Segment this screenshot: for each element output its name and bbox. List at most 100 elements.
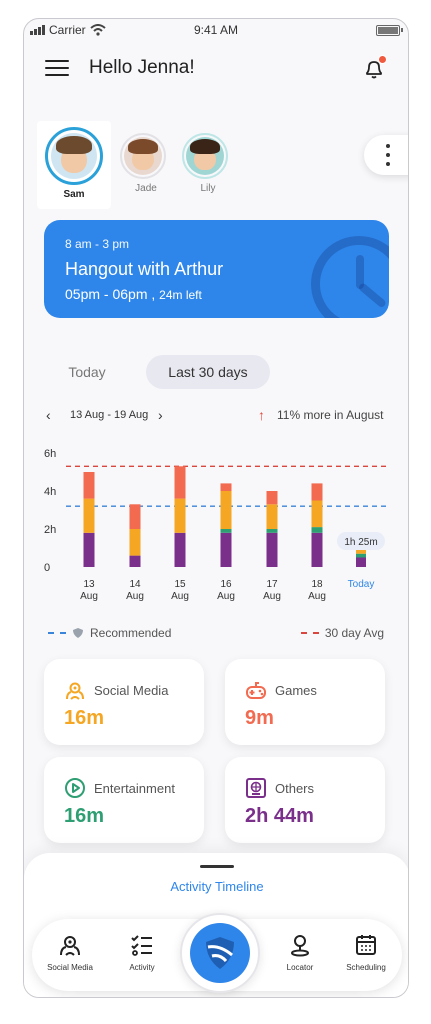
category-value: 9m <box>245 707 274 729</box>
chart-bar-segment <box>174 498 186 533</box>
category-label: Others <box>275 781 315 796</box>
signal-icon <box>30 25 45 35</box>
others-globe-icon <box>246 778 266 798</box>
x-tick-label: 14 <box>129 579 141 590</box>
chart-bar-segment <box>356 548 366 554</box>
chart-bar-segment <box>220 491 232 529</box>
chart-bar-segment <box>220 532 232 567</box>
x-tick-label: Aug <box>263 591 281 602</box>
y-tick-label: 2h <box>44 524 56 536</box>
chart-bar-segment <box>129 555 141 567</box>
chart-bar-segment <box>174 532 186 567</box>
avatar <box>182 133 228 179</box>
chevron-left-icon[interactable]: ‹ <box>46 407 51 423</box>
notification-badge <box>378 55 387 64</box>
x-tick-label: 18 <box>311 579 323 590</box>
chart-bar-segment <box>356 557 366 567</box>
x-tick-label: Aug <box>308 591 326 602</box>
chart-bar-segment <box>220 483 232 491</box>
today-callout-label: 1h 25m <box>344 537 377 548</box>
x-tick-label: 13 <box>83 579 95 590</box>
status-time: 9:41 AM <box>193 23 239 37</box>
checklist-icon <box>131 935 152 956</box>
location-pin-icon <box>291 935 309 957</box>
tab-last-30-days[interactable]: Last 30 days <box>146 355 270 389</box>
x-tick-label: 17 <box>266 579 278 590</box>
chart-bar-segment <box>266 532 278 567</box>
chart-bar-segment <box>83 532 95 567</box>
nav-label: Locator <box>286 963 314 972</box>
bell-icon <box>366 61 382 79</box>
event-time: 8 am - 3 pm <box>65 237 130 251</box>
clock-icon <box>311 236 389 318</box>
chart-bar-segment <box>266 504 278 529</box>
category-label: Social Media <box>94 683 169 698</box>
status-bar: Carrier 9:41 AM <box>24 19 408 43</box>
x-tick-label: 16 <box>220 579 232 590</box>
more-options-button[interactable] <box>364 135 408 175</box>
avg-line-swatch <box>300 632 319 634</box>
legend-avg: 30 day Avg <box>300 626 384 640</box>
chevron-right-icon[interactable]: › <box>158 407 163 423</box>
tab-today[interactable]: Today <box>68 364 106 380</box>
battery-icon <box>376 25 403 36</box>
category-value: 16m <box>64 707 105 729</box>
category-card-social-media[interactable]: Social Media 16m <box>44 659 204 745</box>
date-range-row: ‹ 13 Aug - 19 Aug › ↑ 11% more in August <box>24 407 408 427</box>
notification-bell-icon[interactable] <box>362 55 387 81</box>
y-tick-label: 6h <box>44 448 56 460</box>
bottom-navigation: Social Media Activity <box>32 913 402 993</box>
status-left: Carrier <box>30 23 106 37</box>
chart-bar-segment <box>266 491 278 505</box>
today-callout <box>337 532 385 550</box>
chart-bar-segment <box>266 529 278 533</box>
legend-recommended-label: Recommended <box>90 626 172 640</box>
profile-lily[interactable]: Lily <box>182 133 234 194</box>
profile-name: Lily <box>200 183 216 194</box>
shield-logo-icon <box>190 923 250 983</box>
nav-locator[interactable]: Locator <box>268 933 332 972</box>
profile-jade[interactable]: Jade <box>120 133 172 194</box>
chart-bar-segment <box>220 529 232 533</box>
nav-home-shield-button[interactable] <box>180 913 260 993</box>
category-label: Entertainment <box>94 781 175 796</box>
nav-label: Social Media <box>47 963 93 972</box>
category-card-games[interactable]: Games 9m <box>225 659 385 745</box>
nav-scheduling[interactable]: Scheduling <box>334 933 398 972</box>
chart-bar-segment <box>129 504 141 529</box>
activity-timeline-link[interactable]: Activity Timeline <box>170 879 264 894</box>
legend-recommended: Recommended <box>48 626 171 640</box>
social-media-icon <box>66 682 84 700</box>
date-range-label: 13 Aug - 19 Aug <box>70 409 149 421</box>
gamepad-icon <box>246 682 266 699</box>
chart-bar-segment <box>311 532 323 567</box>
nav-social-media[interactable]: Social Media <box>38 933 102 972</box>
event-title: Hangout with Arthur <box>65 259 224 279</box>
social-media-icon <box>60 936 80 956</box>
sheet-drag-handle[interactable] <box>200 865 234 868</box>
profile-name: Sam <box>63 189 85 200</box>
nav-activity[interactable]: Activity <box>110 933 174 972</box>
x-tick-label: Aug <box>171 591 189 602</box>
chart-bar-segment <box>311 527 323 533</box>
event-card[interactable]: 8 am - 3 pm Hangout with Arthur 05pm - 0… <box>44 220 389 318</box>
nav-label: Scheduling <box>346 963 386 972</box>
profile-name: Jade <box>135 183 157 194</box>
hamburger-menu-icon[interactable] <box>45 60 69 78</box>
event-slot: 05pm - 06pm , <box>65 286 156 302</box>
category-value: 16m <box>64 805 105 827</box>
x-tick-label: Today <box>348 579 375 590</box>
profile-sam[interactable]: Sam <box>37 121 111 209</box>
calendar-icon <box>356 935 376 955</box>
carrier-label: Carrier <box>49 23 86 37</box>
greeting-title: Hello Jenna! <box>89 57 195 78</box>
x-tick-label: Aug <box>126 591 144 602</box>
x-tick-label: 15 <box>174 579 186 590</box>
category-card-others[interactable]: Others 2h 44m <box>225 757 385 843</box>
legend-avg-label: 30 day Avg <box>324 626 384 640</box>
child-profiles: Sam Jade Lily <box>24 119 408 211</box>
x-tick-label: Aug <box>217 591 235 602</box>
category-label: Games <box>275 683 317 698</box>
y-tick-label: 0 <box>44 562 50 574</box>
category-card-entertainment[interactable]: Entertainment 16m <box>44 757 204 843</box>
